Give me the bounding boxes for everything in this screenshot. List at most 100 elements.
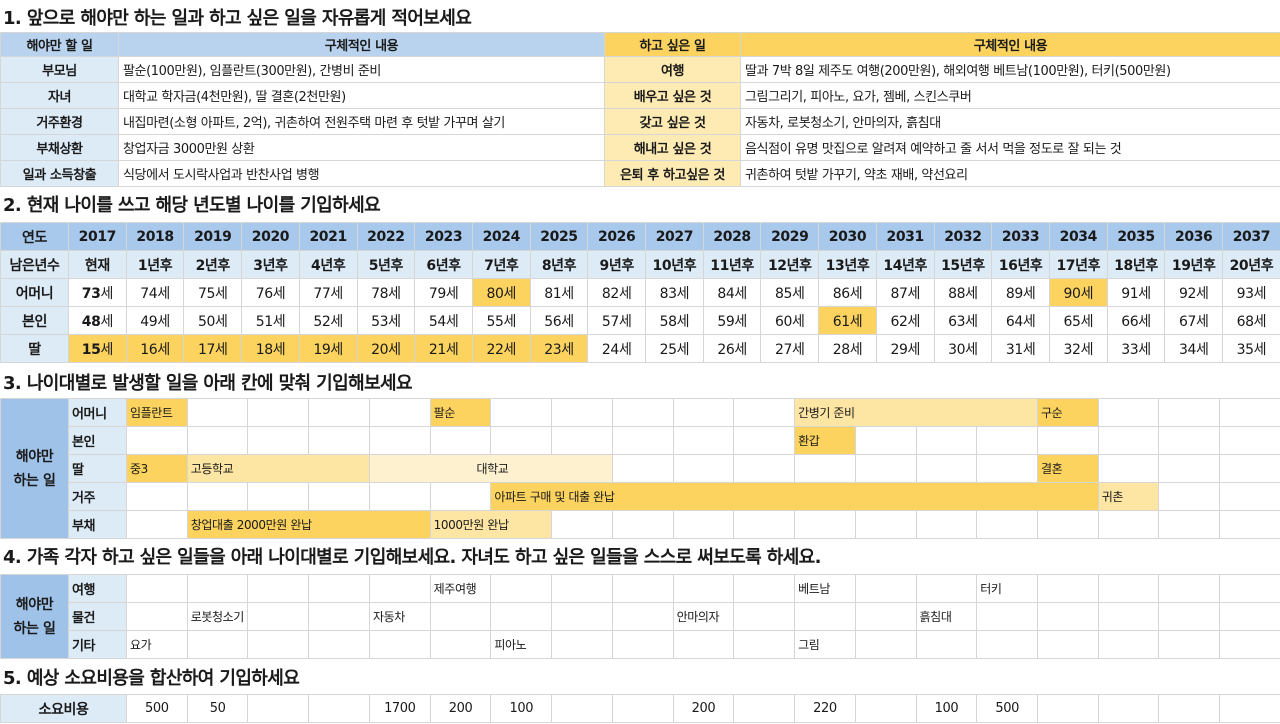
age-cell: 50세 [183,306,243,335]
age-cell: 76세 [241,278,300,307]
empty-cell [1219,426,1280,455]
age-row: 어머니 73세 74세 75세 76세 77세 78세 79세 80세 81세 82세 83세 84세 8… [0,278,1280,307]
wish-cell: 그림 [794,630,856,659]
age-unit: 세 [676,341,690,358]
age-unit: 세 [1253,341,1267,358]
age-value: 89 [1005,285,1023,302]
empty-cell [551,602,613,631]
age-unit: 세 [330,341,343,358]
age-unit: 세 [215,313,228,330]
empty-cell [733,510,796,539]
empty-cell [1158,630,1221,659]
event-cell: 임플란트 [126,398,188,427]
age-value: 50 [198,313,216,330]
timeline-row-label: 어머니 [68,398,127,427]
side-label-line: 해야만 [15,448,54,465]
remain-cell: 20년후 [1222,250,1280,279]
age-unit: 세 [561,285,574,302]
age-value: 55 [486,313,504,330]
age-cell: 65세 [1048,306,1108,335]
age-cell: 21세 [414,334,473,363]
empty-cell [429,426,492,455]
side-label-line: 하는 일 [13,472,56,489]
empty-cell [1158,482,1221,511]
wish-cell: 제주여행 [429,574,492,603]
age-value: 19 [313,341,331,358]
age-table: 연도 2017 2018 2019 2020 2021 2022 2023 2024 2025 20… [0,222,1280,363]
age-unit: 세 [272,341,286,358]
remain-cell: 현재 [68,250,127,279]
year-cell: 2035 [1106,222,1166,251]
age-cell: 63세 [933,306,993,335]
age-unit: 세 [272,313,286,330]
age-cell: 24세 [587,334,647,363]
empty-cell [247,398,310,427]
age-cell: 22세 [471,334,531,363]
age-unit: 세 [388,285,401,302]
empty-cell [915,454,978,483]
age-cell: 58세 [645,306,704,335]
wish-row-label: 여행 [68,574,127,603]
age-cell: 87세 [875,278,935,307]
empty-cell [733,694,796,723]
wish-timeline-table: 해야만 하는 일 여행 제주여행 베트남 터키 물건 로봇청소기 자동차 안마의자 흙침대 기타 요가 피… [0,574,1280,659]
event-cell: 간병기 준비 [794,398,1039,427]
age-unit: 세 [157,285,170,302]
age-cell: 25세 [645,334,704,363]
age-unit: 세 [734,285,747,302]
person-label: 어머니 [0,278,69,307]
must-label: 거주환경 [0,108,119,135]
remain-cell: 9년후 [587,250,647,279]
side-label-line: 하는 일 [13,620,56,637]
wish-row: 부채상환 창업자금 3000만원 상환 해내고 싶은 것 음식점이 유명 맛집으로 알… [0,134,1280,161]
section-4-title: 4. 가족 각자 하고 싶은 일들을 아래 나이대별로 기입해보세요. 자녀도 … [3,547,821,568]
age-value: 31 [1005,341,1023,358]
year-cell: 2027 [645,222,704,251]
empty-cell [429,482,492,511]
empty-cell [551,574,613,603]
age-unit: 세 [1022,313,1036,330]
age-value: 48 [81,313,101,330]
empty-cell [1097,454,1160,483]
age-unit: 세 [792,341,805,358]
empty-cell [672,454,735,483]
empty-cell [1219,454,1280,483]
age-value: 24 [601,341,619,358]
age-unit: 세 [965,285,978,302]
event-cell: 고등학교 [186,454,370,483]
empty-cell [247,574,310,603]
empty-cell [186,398,249,427]
empty-cell [854,602,917,631]
timeline-row: 거주 아파트 구매 및 대출 완납 귀촌 [1,482,1280,511]
empty-cell [854,574,917,603]
cost-cell: 200 [429,694,492,723]
age-cell: 52세 [298,306,358,335]
age-unit: 세 [157,313,170,330]
empty-cell [1158,510,1221,539]
timeline-row-label: 거주 [68,482,127,511]
must-detail: 식당에서 도시락사업과 반찬사업 병행 [118,160,605,187]
age-row: 딸 15세 16세 17세 18세 19세 20세 21세 22세 23세 24세 25세 26세 27세… [0,334,1280,363]
remain-cell: 11년후 [702,250,762,279]
age-unit: 세 [388,341,401,358]
age-value: 54 [428,313,446,330]
age-unit: 세 [734,313,747,330]
empty-cell [368,426,431,455]
want-detail: 귀촌하여 텃밭 가꾸기, 약초 재배, 약선요리 [740,160,1280,187]
age-unit: 세 [1195,313,1209,330]
age-cell: 85세 [760,278,820,307]
year-cell: 2026 [587,222,647,251]
empty-cell [733,630,796,659]
year-cell: 2034 [1048,222,1108,251]
empty-cell [672,574,735,603]
age-value: 88 [948,285,966,302]
age-unit: 세 [907,313,920,330]
age-value: 20 [371,341,389,358]
empty-cell [1037,426,1099,455]
empty-cell [794,602,856,631]
age-cell: 15세 [68,334,127,363]
empty-cell [490,398,553,427]
empty-cell [794,454,856,483]
age-value: 86 [832,285,850,302]
age-unit: 세 [1253,285,1267,302]
